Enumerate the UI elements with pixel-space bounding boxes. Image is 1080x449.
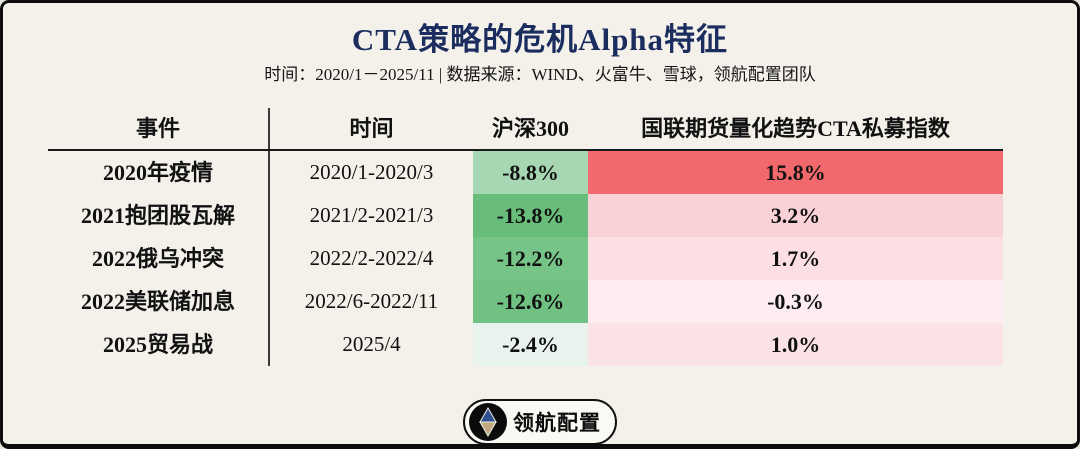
hs300-value-cell: -12.2%: [473, 237, 588, 280]
hs300-value-cell: -13.8%: [473, 194, 588, 237]
event-cell: 2020年疫情: [48, 151, 270, 194]
column-header-period: 时间: [349, 115, 394, 141]
subtitle: 时间：2020/1－2025/11 | 数据来源：WIND、火富牛、雪球，领航配…: [264, 65, 816, 84]
cta-value-cell: 3.2%: [588, 194, 1003, 237]
hs300-value-cell: -2.4%: [473, 323, 588, 366]
hs300-value-cell: -12.6%: [473, 280, 588, 323]
period-cell: 2022/6-2022/11: [304, 289, 439, 313]
table-header-row: 事件 时间 沪深300 国联期货量化趋势CTA私募指数: [48, 108, 1003, 151]
event-cell: 2022美联储加息: [48, 280, 270, 323]
column-header-event: 事件: [48, 108, 270, 149]
page-title: CTA策略的危机Alpha特征: [351, 22, 729, 57]
table-row: 2021抱团股瓦解 2021/2-2021/3 -13.8% 3.2%: [48, 194, 1003, 237]
table-row: 2025贸易战 2025/4 -2.4% 1.0%: [48, 323, 1003, 366]
table-row: 2020年疫情 2020/1-2020/3 -8.8% 15.8%: [48, 151, 1003, 194]
period-cell: 2022/2-2022/4: [309, 246, 434, 270]
cta-value-cell: 15.8%: [588, 151, 1003, 194]
crisis-alpha-table: 事件 时间 沪深300 国联期货量化趋势CTA私募指数 2020年疫情 2020…: [48, 108, 1003, 366]
cta-value-cell: 1.7%: [588, 237, 1003, 280]
table-row: 2022俄乌冲突 2022/2-2022/4 -12.2% 1.7%: [48, 237, 1003, 280]
table-body: 2020年疫情 2020/1-2020/3 -8.8% 15.8% 2021抱团…: [48, 151, 1003, 366]
cta-value-cell: -0.3%: [588, 280, 1003, 323]
column-header-cta-index: 国联期货量化趋势CTA私募指数: [641, 115, 950, 141]
period-cell: 2025/4: [342, 332, 401, 356]
event-cell: 2021抱团股瓦解: [48, 194, 270, 237]
hs300-value-cell: -8.8%: [473, 151, 588, 194]
column-header-hs300: 沪深300: [491, 115, 569, 141]
period-cell: 2021/2-2021/3: [309, 203, 434, 227]
cta-value-cell: 1.0%: [588, 323, 1003, 366]
event-cell: 2025贸易战: [48, 323, 270, 366]
brand-name: 领航配置: [513, 411, 601, 435]
period-cell: 2020/1-2020/3: [309, 160, 434, 184]
event-cell: 2022俄乌冲突: [48, 237, 270, 280]
brand-badge: 领航配置: [463, 399, 617, 444]
table-row: 2022美联储加息 2022/6-2022/11 -12.6% -0.3%: [48, 280, 1003, 323]
brand-logo-icon: [469, 403, 507, 441]
